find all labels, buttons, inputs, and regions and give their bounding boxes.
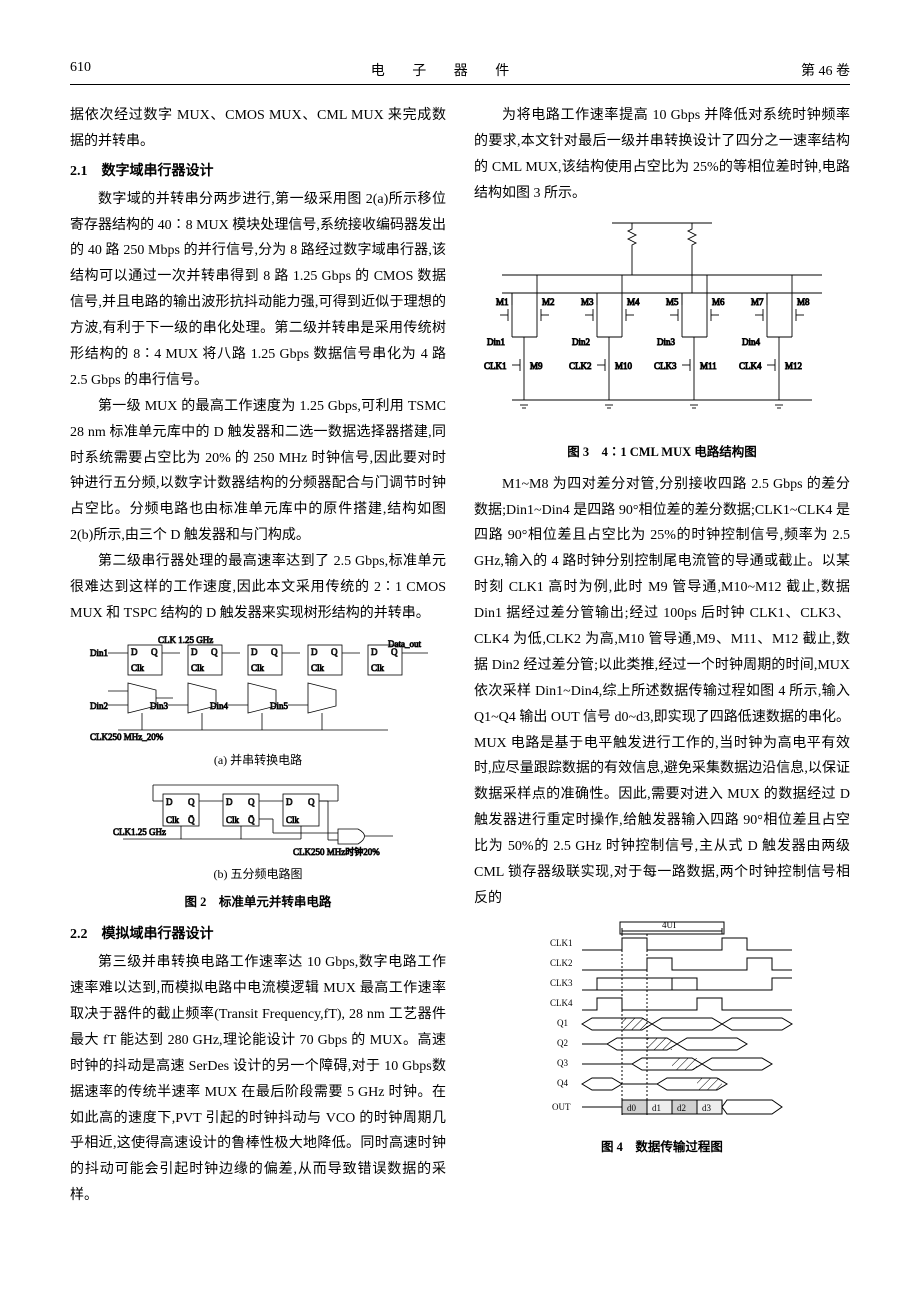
fig2a-clk: Clk bbox=[251, 663, 265, 673]
fig2a-clk: Clk bbox=[371, 663, 385, 673]
fig2b-q: Q bbox=[188, 797, 195, 807]
fig2b-clk250out: CLK250 MHz时钟20% bbox=[293, 846, 380, 857]
fig2a-clk: Clk bbox=[311, 663, 325, 673]
fig2b-d: D bbox=[286, 797, 293, 807]
fig2a-clk250-label: CLK250 MHz_20% bbox=[90, 732, 164, 742]
two-column-layout: 据依次经过数字 MUX、CMOS MUX、CML MUX 来完成数据的并转串。 … bbox=[70, 103, 850, 1209]
fig2a-q: Q bbox=[211, 647, 218, 657]
fig2b-qbar: Q̄ bbox=[248, 815, 255, 825]
fig4-clk2: CLK2 bbox=[550, 958, 573, 968]
fig2a-q: Q bbox=[271, 647, 278, 657]
fig2b-clk: Clk bbox=[166, 815, 180, 825]
fig4-d3: d3 bbox=[702, 1103, 712, 1113]
section-2-2-title: 2.2 模拟域串行器设计 bbox=[70, 922, 446, 948]
fig2a-clk125-label: CLK 1.25 GHz bbox=[158, 635, 213, 645]
figure-4-caption: 图 4 数据传输过程图 bbox=[474, 1136, 850, 1159]
fig3-m3: M3 bbox=[581, 297, 594, 307]
fig2a-dataout-label: Data_out bbox=[388, 639, 421, 649]
para-after-fig3: M1~M8 为四对差分对管,分别接收四路 2.5 Gbps 的差分数据;Din1… bbox=[474, 472, 850, 912]
fig4-q1: Q1 bbox=[557, 1018, 568, 1028]
fig3-m9: M9 bbox=[530, 361, 543, 371]
fig2a-q: Q bbox=[151, 647, 158, 657]
fig3-m12: M12 bbox=[785, 361, 802, 371]
figure-4: 4UI CLK1 CLK2 CLK3 bbox=[474, 920, 850, 1130]
para-2-1-b: 第一级 MUX 的最高工作速度为 1.25 Gbps,可利用 TSMC 28 n… bbox=[70, 394, 446, 549]
fig2a-d: D bbox=[131, 647, 138, 657]
fig2a-din1-label: Din1 bbox=[90, 648, 108, 658]
fig3-din2: Din2 bbox=[572, 337, 590, 347]
fig3-din4: Din4 bbox=[742, 337, 761, 347]
figure-3-caption: 图 3 4∶1 CML MUX 电路结构图 bbox=[474, 441, 850, 464]
fig3-m10: M10 bbox=[615, 361, 633, 371]
fig2a-din2-label: Din2 bbox=[90, 701, 108, 711]
figure-2b: D Q Clk Q̄ D Q Clk Q̄ D Q Clk bbox=[70, 779, 446, 859]
fig3-clk3: CLK3 bbox=[654, 361, 677, 371]
para-2-2-a: 第三级并串转换电路工作速率达 10 Gbps,数字电路工作速率难以达到,而模拟电… bbox=[70, 950, 446, 1209]
left-column: 据依次经过数字 MUX、CMOS MUX、CML MUX 来完成数据的并转串。 … bbox=[70, 103, 446, 1209]
right-column: 为将电路工作速率提高 10 Gbps 并降低对系统时钟频率的要求,本文针对最后一… bbox=[474, 103, 850, 1209]
fig2a-din5-label: Din5 bbox=[270, 701, 289, 711]
fig3-din1: Din1 bbox=[487, 337, 505, 347]
journal-title: 电 子 器 件 bbox=[371, 60, 522, 80]
fig3-m4: M4 bbox=[627, 297, 640, 307]
fig2a-din3-label: Din3 bbox=[150, 701, 169, 711]
fig4-clk3: CLK3 bbox=[550, 978, 573, 988]
fig3-m2: M2 bbox=[542, 297, 555, 307]
fig3-clk2: CLK2 bbox=[569, 361, 592, 371]
fig3-clk4: CLK4 bbox=[739, 361, 762, 371]
fig4-q4: Q4 bbox=[557, 1078, 568, 1088]
fig2a-d: D bbox=[311, 647, 318, 657]
fig4-d1: d1 bbox=[652, 1103, 661, 1113]
figure-3: M1 M2 Din1 CLK1 M9 M3 M4 Din2 bbox=[474, 215, 850, 435]
fig4-q3: Q3 bbox=[557, 1058, 568, 1068]
fig3-m6: M6 bbox=[712, 297, 725, 307]
intro-tail-text: 据依次经过数字 MUX、CMOS MUX、CML MUX 来完成数据的并转串。 bbox=[70, 103, 446, 155]
fig2a-q: Q bbox=[331, 647, 338, 657]
fig2a-clk: Clk bbox=[131, 663, 145, 673]
fig2b-q: Q bbox=[308, 797, 315, 807]
fig3-clk1: CLK1 bbox=[484, 361, 507, 371]
fig2b-qbar: Q̄ bbox=[188, 815, 195, 825]
fig2b-clk: Clk bbox=[226, 815, 240, 825]
fig3-m1: M1 bbox=[496, 297, 509, 307]
fig4-d0: d0 bbox=[627, 1103, 637, 1113]
fig2b-clk125: CLK1.25 GHz bbox=[113, 827, 166, 837]
page-header: 610 电 子 器 件 第 46 卷 bbox=[70, 60, 850, 85]
page-number: 610 bbox=[70, 60, 91, 80]
fig2a-d: D bbox=[371, 647, 378, 657]
fig4-out: OUT bbox=[552, 1102, 571, 1112]
figure-2a: Din1 D Q Clk D Q Clk bbox=[70, 635, 446, 745]
fig2b-d: D bbox=[166, 797, 173, 807]
figure-2-caption: 图 2 标准单元并转串电路 bbox=[70, 891, 446, 914]
fig2b-d: D bbox=[226, 797, 233, 807]
fig2b-clk: Clk bbox=[286, 815, 300, 825]
section-2-1-title: 2.1 数字域串行器设计 bbox=[70, 159, 446, 185]
fig2b-q: Q bbox=[248, 797, 255, 807]
fig3-m5: M5 bbox=[666, 297, 679, 307]
fig4-q2: Q2 bbox=[557, 1038, 568, 1048]
para-2-1-a: 数字域的并转串分两步进行,第一级采用图 2(a)所示移位寄存器结构的 40∶8 … bbox=[70, 187, 446, 394]
fig3-m7: M7 bbox=[751, 297, 764, 307]
fig4-clk1: CLK1 bbox=[550, 938, 573, 948]
fig2a-subcaption: (a) 并串转换电路 bbox=[70, 749, 446, 771]
fig3-m11: M11 bbox=[700, 361, 717, 371]
issue-label: 第 46 卷 bbox=[801, 60, 850, 80]
fig2a-clk: Clk bbox=[191, 663, 205, 673]
fig4-clk4: CLK4 bbox=[550, 998, 573, 1008]
fig2a-din4-label: Din4 bbox=[210, 701, 229, 711]
fig2a-d: D bbox=[191, 647, 198, 657]
fig2a-d: D bbox=[251, 647, 258, 657]
fig4-d2: d2 bbox=[677, 1103, 686, 1113]
para-2-1-c: 第二级串行器处理的最高速率达到了 2.5 Gbps,标准单元很难达到这样的工作速… bbox=[70, 549, 446, 627]
para-right-top: 为将电路工作速率提高 10 Gbps 并降低对系统时钟频率的要求,本文针对最后一… bbox=[474, 103, 850, 207]
fig3-m8: M8 bbox=[797, 297, 810, 307]
fig3-din3: Din3 bbox=[657, 337, 676, 347]
fig2b-subcaption: (b) 五分频电路图 bbox=[70, 863, 446, 885]
